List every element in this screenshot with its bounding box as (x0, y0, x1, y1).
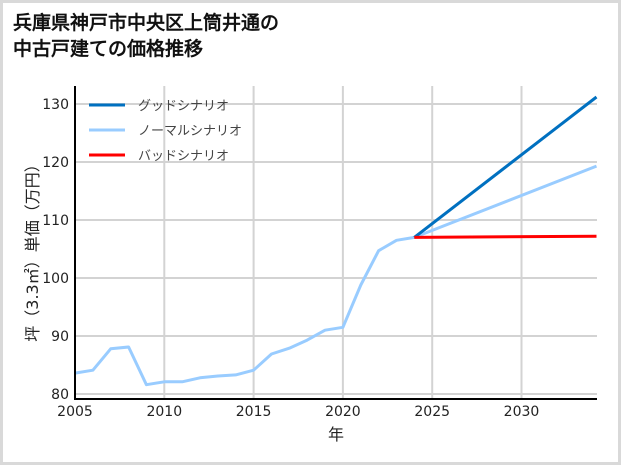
x-axis-label: 年 (328, 425, 344, 444)
series-lines (74, 95, 598, 387)
y-tick-label: 80 (51, 387, 69, 403)
y-tick-label: 130 (42, 97, 69, 113)
chart-title: 兵庫県神戸市中央区上筒井通の 中古戸建ての価格推移 (13, 10, 279, 62)
x-tick-label: 2030 (504, 404, 540, 420)
series-line-2 (414, 234, 597, 239)
tick-labels: 80 90 100 110 120 130 2005 2010 2015 2020 2025 2030 (42, 97, 539, 420)
x-tick-label: 2015 (236, 404, 272, 420)
chart-title-line1: 兵庫県神戸市中央区上筒井通の (13, 12, 280, 34)
chart-title-line2: 中古戸建ての価格推移 (13, 38, 204, 60)
y-tick-label: 120 (42, 155, 69, 171)
y-tick-label: 90 (51, 329, 69, 345)
series-line-0 (413, 95, 598, 239)
series-line-1 (74, 164, 598, 387)
legend-label: ノーマルシナリオ (138, 124, 242, 139)
axes (74, 86, 597, 400)
x-tick-label: 2010 (146, 404, 182, 420)
legend-label: バッドシナリオ (138, 149, 229, 164)
x-tick-label: 2005 (57, 404, 93, 420)
x-tick-label: 2020 (325, 404, 361, 420)
y-tick-label: 110 (42, 213, 69, 229)
x-tick-label: 2025 (414, 404, 450, 420)
y-tick-label: 100 (42, 271, 69, 287)
legend-label: グッドシナリオ (138, 99, 229, 114)
y-axis-label: 坪（3.3㎡）単価（万円） (23, 156, 42, 341)
